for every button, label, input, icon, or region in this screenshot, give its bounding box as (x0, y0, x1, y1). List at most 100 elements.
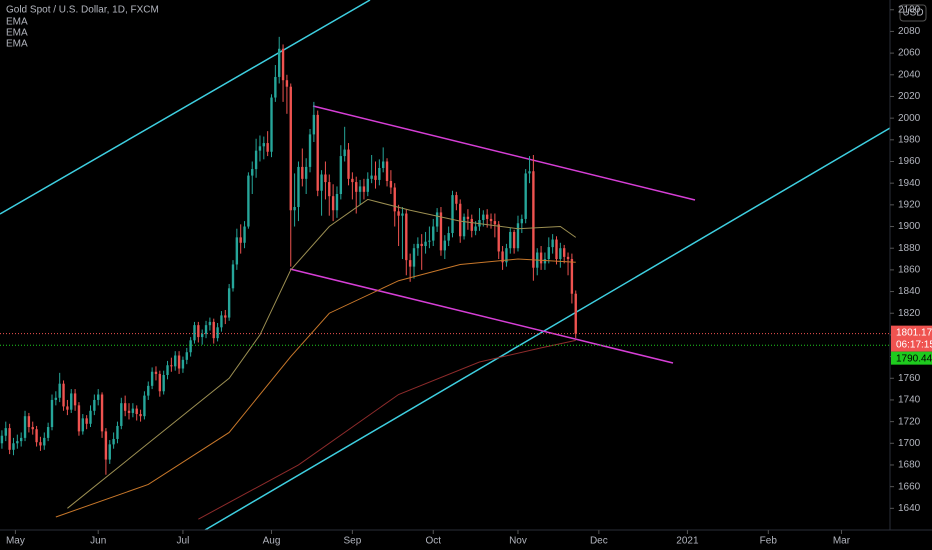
y-tick-label: 1840 (898, 286, 921, 297)
candle-body (123, 403, 127, 411)
x-tick-label: Aug (263, 536, 281, 547)
candle-body (539, 252, 543, 264)
legend-entry: EMA (6, 17, 28, 28)
candle-body (562, 248, 566, 257)
candle-body (559, 248, 562, 260)
currency[interactable]: USD (902, 8, 923, 19)
x-tick-label: Feb (760, 536, 778, 547)
legend-entry: EMA (6, 39, 28, 50)
candle-body (43, 437, 46, 446)
candle-body (347, 149, 350, 179)
candle-body (189, 340, 192, 353)
candle-body (31, 427, 34, 430)
candle-body (378, 167, 381, 180)
candle-body (408, 260, 412, 267)
candle-body (35, 429, 38, 443)
ema-line (198, 339, 576, 520)
currency-box[interactable] (899, 4, 927, 22)
trend-line (204, 127, 890, 530)
candle-body (97, 394, 100, 400)
candle-body (493, 221, 497, 225)
candle-body (231, 264, 235, 289)
candle-body (335, 194, 339, 211)
y-tick-label: 2000 (898, 113, 921, 124)
y-tick-label: 1640 (898, 503, 921, 514)
candle-body (570, 259, 574, 294)
candle-body (108, 444, 111, 460)
trend-line (289, 268, 674, 364)
candle-body (177, 355, 181, 369)
y-tick-label: 1660 (898, 481, 921, 492)
candle-body (551, 239, 554, 248)
candle-body (443, 240, 447, 251)
candle-body (135, 408, 138, 415)
bid-price-box (891, 351, 932, 365)
candle-body (501, 251, 504, 263)
candle-body (251, 169, 254, 176)
candle-body (227, 288, 231, 318)
candle-body (566, 256, 570, 260)
chart-title: Gold Spot / U.S. Dollar, 1D, FXCM (6, 5, 159, 16)
candle-body (320, 174, 323, 191)
candle-body (200, 333, 204, 338)
candle-body (216, 327, 219, 339)
candle-body (293, 207, 296, 211)
candle-body (16, 441, 19, 444)
candle-body (85, 418, 88, 424)
candle-body (328, 182, 331, 197)
x-tick-label: Jul (177, 536, 190, 547)
candle-body (482, 214, 485, 221)
candle-body (331, 196, 335, 211)
x-tick-label: Oct (425, 536, 441, 547)
y-tick-label: 2040 (898, 69, 921, 80)
candle-body (4, 428, 7, 436)
candle-body (62, 383, 65, 407)
candle-body (174, 355, 177, 367)
candle-body (262, 143, 265, 147)
candle-body (547, 247, 550, 260)
candle-body (185, 352, 188, 360)
candle-body (39, 442, 42, 446)
candle-body (474, 226, 477, 231)
candle-body (297, 166, 300, 208)
ema-line (55, 258, 576, 518)
candle-body (351, 178, 354, 183)
y-tick-label: 1920 (898, 199, 921, 210)
candle-body (131, 408, 135, 413)
candle-body (555, 239, 558, 260)
candle-body (224, 315, 227, 318)
candle-body (324, 174, 327, 183)
candle-body (147, 385, 150, 396)
x-tick-label: Jun (90, 536, 106, 547)
candle-body (358, 186, 362, 192)
candle-body (447, 233, 450, 241)
candle-body (181, 359, 185, 369)
candle-body (424, 241, 427, 247)
candle-body (278, 48, 281, 77)
candle-body (412, 248, 416, 267)
candle-body (470, 218, 473, 231)
candle-body (439, 212, 443, 251)
candle-body (8, 428, 11, 450)
x-tick-label: 2021 (676, 536, 699, 547)
y-tick-label: 1680 (898, 460, 921, 471)
candle-body (12, 443, 15, 450)
trend-line (0, 0, 371, 215)
candle-body (0, 435, 4, 444)
candle-body (289, 86, 292, 211)
bid-price-label: 1790.44 (896, 353, 932, 364)
candle-body (370, 175, 373, 179)
candle-body (528, 171, 531, 174)
candle-body (362, 186, 366, 192)
candle-body (509, 231, 512, 249)
legend-entry: EMA (6, 28, 28, 39)
y-tick-label: 1880 (898, 243, 921, 254)
candle-body (270, 97, 273, 152)
candle-body (462, 216, 466, 237)
candle-body (193, 325, 196, 341)
candle-body (112, 438, 115, 445)
candle-body (366, 178, 369, 192)
candle-body (381, 161, 385, 168)
ema-line (67, 198, 577, 509)
